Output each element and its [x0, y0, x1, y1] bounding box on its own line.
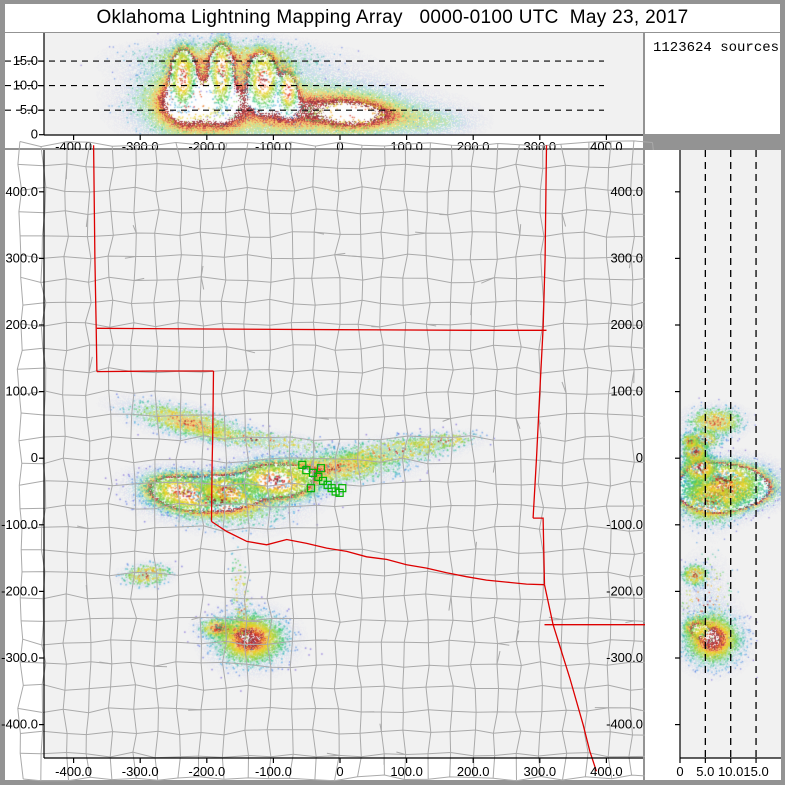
svg-text:-400.0: -400.0	[1, 717, 38, 732]
svg-text:-300.0: -300.0	[122, 764, 159, 779]
svg-text:-200.0: -200.0	[1, 583, 38, 598]
svg-text:-100.0: -100.0	[255, 764, 292, 779]
svg-text:400.0: 400.0	[5, 184, 38, 199]
svg-text:0: 0	[31, 127, 38, 142]
svg-text:0: 0	[336, 764, 343, 779]
svg-text:-200.0: -200.0	[188, 764, 225, 779]
svg-text:200.0: 200.0	[457, 764, 490, 779]
svg-text:100.0: 100.0	[5, 384, 38, 399]
svg-text:400.0: 400.0	[590, 764, 623, 779]
svg-text:200.0: 200.0	[5, 317, 38, 332]
svg-text:-100.0: -100.0	[1, 517, 38, 532]
svg-text:-400.0: -400.0	[55, 764, 92, 779]
svg-text:300.0: 300.0	[5, 250, 38, 265]
svg-text:15.0: 15.0	[13, 53, 38, 68]
svg-text:5.0: 5.0	[696, 764, 714, 779]
svg-text:10.0: 10.0	[718, 764, 743, 779]
svg-text:-300.0: -300.0	[1, 650, 38, 665]
svg-text:0: 0	[676, 764, 683, 779]
svg-text:0: 0	[31, 450, 38, 465]
svg-text:10.0: 10.0	[13, 78, 38, 93]
svg-text:5.0: 5.0	[20, 102, 38, 117]
svg-text:300.0: 300.0	[524, 764, 557, 779]
svg-text:15.0: 15.0	[743, 764, 768, 779]
svg-text:100.0: 100.0	[390, 764, 423, 779]
